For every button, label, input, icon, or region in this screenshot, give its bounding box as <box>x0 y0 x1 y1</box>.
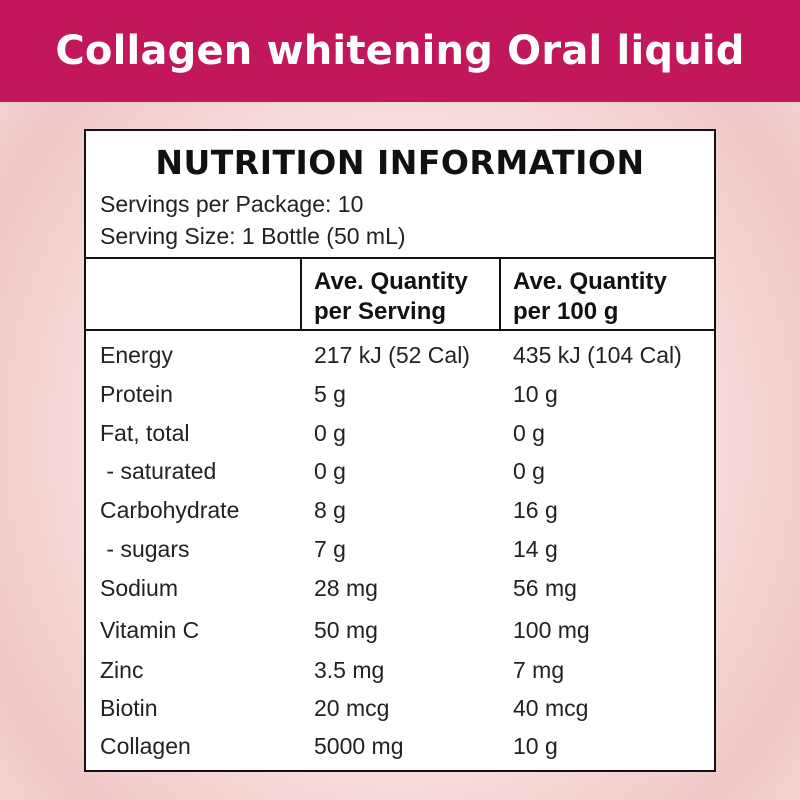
table-row: - saturated 0 g 0 g <box>86 453 714 489</box>
value-per-serving: 5 g <box>314 381 346 407</box>
value-per-serving: 50 mg <box>314 617 378 643</box>
table-row: Carbohydrate 8 g 16 g <box>86 492 714 528</box>
value-per-100g: 56 mg <box>513 575 577 601</box>
value-per-100g: 14 g <box>513 536 558 562</box>
table-row: Protein 5 g 10 g <box>86 376 714 412</box>
nutrition-panel: NUTRITION INFORMATION Servings per Packa… <box>84 129 716 772</box>
serving-size: Serving Size: 1 Bottle (50 mL) <box>100 223 406 249</box>
nutrient-name: Vitamin C <box>100 617 200 643</box>
column-header-line: Ave. Quantity <box>314 268 468 295</box>
column-header-per-100g: Ave. Quantity per 100 g <box>513 267 667 327</box>
table-row: Zinc 3.5 mg 7 mg <box>86 652 714 688</box>
value-per-serving: 3.5 mg <box>314 657 385 683</box>
nutrient-name: Fat, total <box>100 420 190 446</box>
value-per-100g: 40 mcg <box>513 695 589 721</box>
table-row: Sodium 28 mg 56 mg <box>86 570 714 606</box>
nutrient-name: - saturated <box>100 458 217 484</box>
value-per-serving: 0 g <box>314 420 346 446</box>
divider-top <box>86 257 714 259</box>
nutrient-name: Energy <box>100 342 173 368</box>
value-per-serving: 8 g <box>314 497 346 523</box>
column-header-line: Ave. Quantity <box>513 268 667 295</box>
value-per-serving: 0 g <box>314 458 346 484</box>
value-per-100g: 0 g <box>513 420 545 446</box>
value-per-100g: 7 mg <box>513 657 565 683</box>
table-row: - sugars 7 g 14 g <box>86 531 714 567</box>
nutrient-name: Biotin <box>100 695 158 721</box>
value-per-100g: 0 g <box>513 458 545 484</box>
table-row: Collagen 5000 mg 10 g <box>86 728 714 764</box>
value-per-100g: 100 mg <box>513 617 590 643</box>
product-title: Collagen whitening Oral liquid <box>55 28 745 74</box>
value-per-serving: 28 mg <box>314 575 378 601</box>
column-header-line: per 100 g <box>513 298 619 325</box>
value-per-serving: 7 g <box>314 536 346 562</box>
header-banner: Collagen whitening Oral liquid <box>0 0 800 102</box>
divider-header <box>86 329 714 331</box>
panel-heading: NUTRITION INFORMATION <box>155 143 645 182</box>
table-row: Fat, total 0 g 0 g <box>86 415 714 451</box>
servings-per-package: Servings per Package: 10 <box>100 191 364 217</box>
value-per-100g: 16 g <box>513 497 558 523</box>
table-row: Vitamin C 50 mg 100 mg <box>86 612 714 648</box>
column-header-per-serving: Ave. Quantity per Serving <box>314 267 468 327</box>
divider-col-2 <box>499 259 501 331</box>
value-per-100g: 10 g <box>513 733 558 759</box>
nutrient-name: Sodium <box>100 575 178 601</box>
divider-col-1 <box>300 259 302 331</box>
table-row: Energy 217 kJ (52 Cal) 435 kJ (104 Cal) <box>86 337 714 373</box>
panel-header: NUTRITION INFORMATION Servings per Packa… <box>86 131 714 259</box>
nutrient-name: Protein <box>100 381 173 407</box>
value-per-serving: 5000 mg <box>314 733 404 759</box>
nutrient-name: Carbohydrate <box>100 497 240 523</box>
value-per-serving: 217 kJ (52 Cal) <box>314 342 470 368</box>
column-header-line: per Serving <box>314 298 447 325</box>
nutrient-name: Collagen <box>100 733 191 759</box>
value-per-serving: 20 mcg <box>314 695 390 721</box>
nutrient-name: - sugars <box>100 536 190 562</box>
table-row: Biotin 20 mcg 40 mcg <box>86 690 714 726</box>
nutrient-name: Zinc <box>100 657 144 683</box>
value-per-100g: 435 kJ (104 Cal) <box>513 342 682 368</box>
value-per-100g: 10 g <box>513 381 558 407</box>
